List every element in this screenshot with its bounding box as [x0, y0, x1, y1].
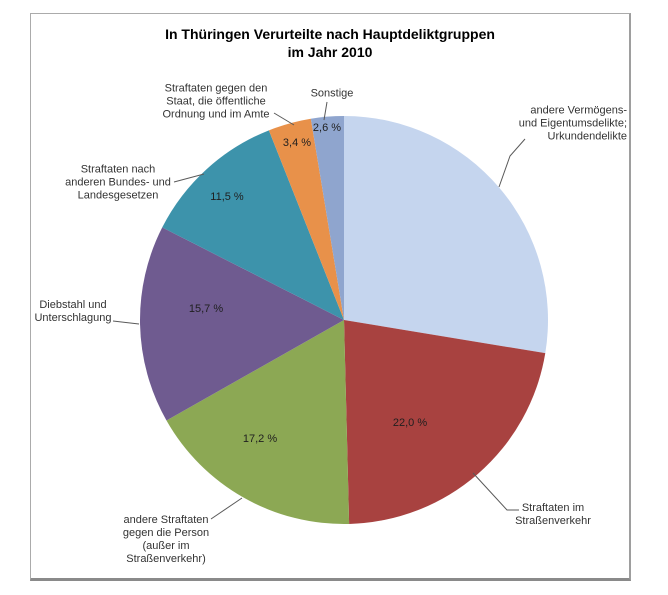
pie-slice-5	[268, 118, 344, 320]
category-label-diebstahl: Diebstahl und Unterschlagung	[34, 299, 112, 324]
percent-label-diebstahl: 15,7 %	[188, 303, 224, 315]
percent-label-strassenverkehr: 22,0 %	[392, 417, 428, 429]
leader-line-diebstahl	[112, 320, 140, 325]
percent-label-bundesgesetze: 11,5 %	[210, 191, 244, 203]
category-label-sonstige: Sonstige	[310, 87, 354, 100]
category-label-person: andere Straftaten gegen die Person (auße…	[122, 514, 210, 565]
chart-title: In Thüringen Verurteilte nach Hauptdelik…	[165, 26, 495, 60]
leader-line-person	[210, 497, 243, 520]
pie-slice-4	[162, 130, 344, 320]
pie-slice-0	[344, 116, 548, 354]
leader-line-vermoegensdelikte	[498, 138, 526, 188]
pie-slice-2	[166, 320, 350, 525]
leader-line-strassenverkehr	[472, 472, 519, 511]
category-label-strassenverkehr: Straftaten im Straßenverkehr	[515, 502, 591, 527]
pie-slice-6	[310, 116, 344, 320]
percent-label-sonstige: 2,6 %	[312, 122, 342, 134]
pie-slices-group	[139, 116, 548, 525]
category-label-bundesgesetze: Straftaten nach anderen Bundes- und Land…	[65, 163, 171, 202]
leader-line-bundesgesetze	[173, 173, 205, 183]
category-label-staat: Straftaten gegen den Staat, die öffentli…	[162, 82, 270, 121]
percent-label-person: 17,2 %	[242, 433, 278, 445]
percent-label-staat: 3,4 %	[282, 137, 312, 149]
pie-chart-svg	[112, 101, 548, 525]
pie-slice-1	[344, 320, 546, 524]
pie-slice-3	[139, 227, 344, 421]
leader-line-sonstige	[323, 101, 328, 121]
category-label-vermoegensdelikte: andere Vermögens- und Eigentumsdelikte; …	[518, 104, 627, 143]
chart-frame: In Thüringen Verurteilte nach Hauptdelik…	[30, 13, 631, 581]
leader-line-staat	[273, 112, 295, 126]
